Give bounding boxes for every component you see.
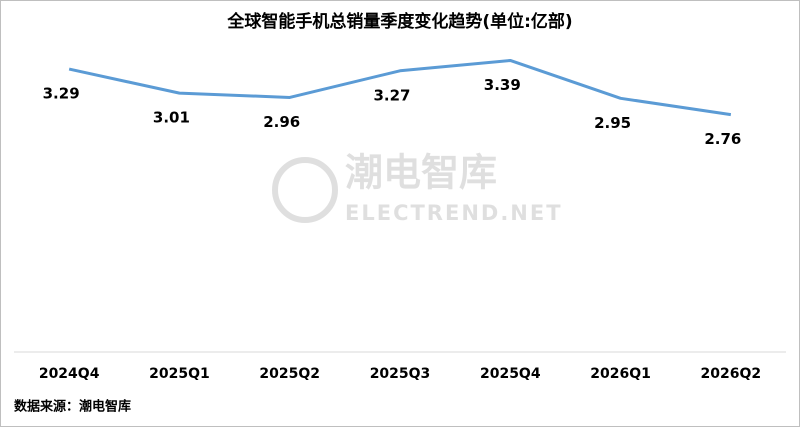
data-label: 3.27 bbox=[373, 86, 410, 104]
data-label: 2.76 bbox=[704, 130, 741, 148]
x-tick-label: 2025Q4 bbox=[480, 366, 541, 382]
chart-title: 全球智能手机总销量季度变化趋势(单位:亿部) bbox=[226, 11, 572, 32]
data-label: 3.01 bbox=[153, 109, 190, 127]
data-label: 2.95 bbox=[594, 114, 631, 132]
x-tick-label: 2026Q2 bbox=[701, 366, 762, 382]
x-tick-label: 2024Q4 bbox=[39, 366, 100, 382]
x-tick-label: 2025Q2 bbox=[259, 366, 320, 382]
watermark: 潮电智库 ELECTREND.NET bbox=[272, 151, 563, 225]
watermark-logo bbox=[272, 157, 338, 223]
data-label: 3.29 bbox=[43, 85, 80, 103]
watermark-site: ELECTREND.NET bbox=[345, 201, 563, 225]
x-tick-label: 2025Q1 bbox=[149, 366, 210, 382]
source: 数据来源：潮电智库 bbox=[14, 399, 131, 415]
x-tick-label: 2025Q3 bbox=[370, 366, 431, 382]
x-tick-label: 2026Q1 bbox=[590, 366, 651, 382]
series-line bbox=[68, 58, 732, 117]
data-label: 3.39 bbox=[484, 76, 521, 94]
watermark-name: 潮电智库 bbox=[345, 151, 497, 195]
data-label: 2.96 bbox=[263, 113, 300, 131]
